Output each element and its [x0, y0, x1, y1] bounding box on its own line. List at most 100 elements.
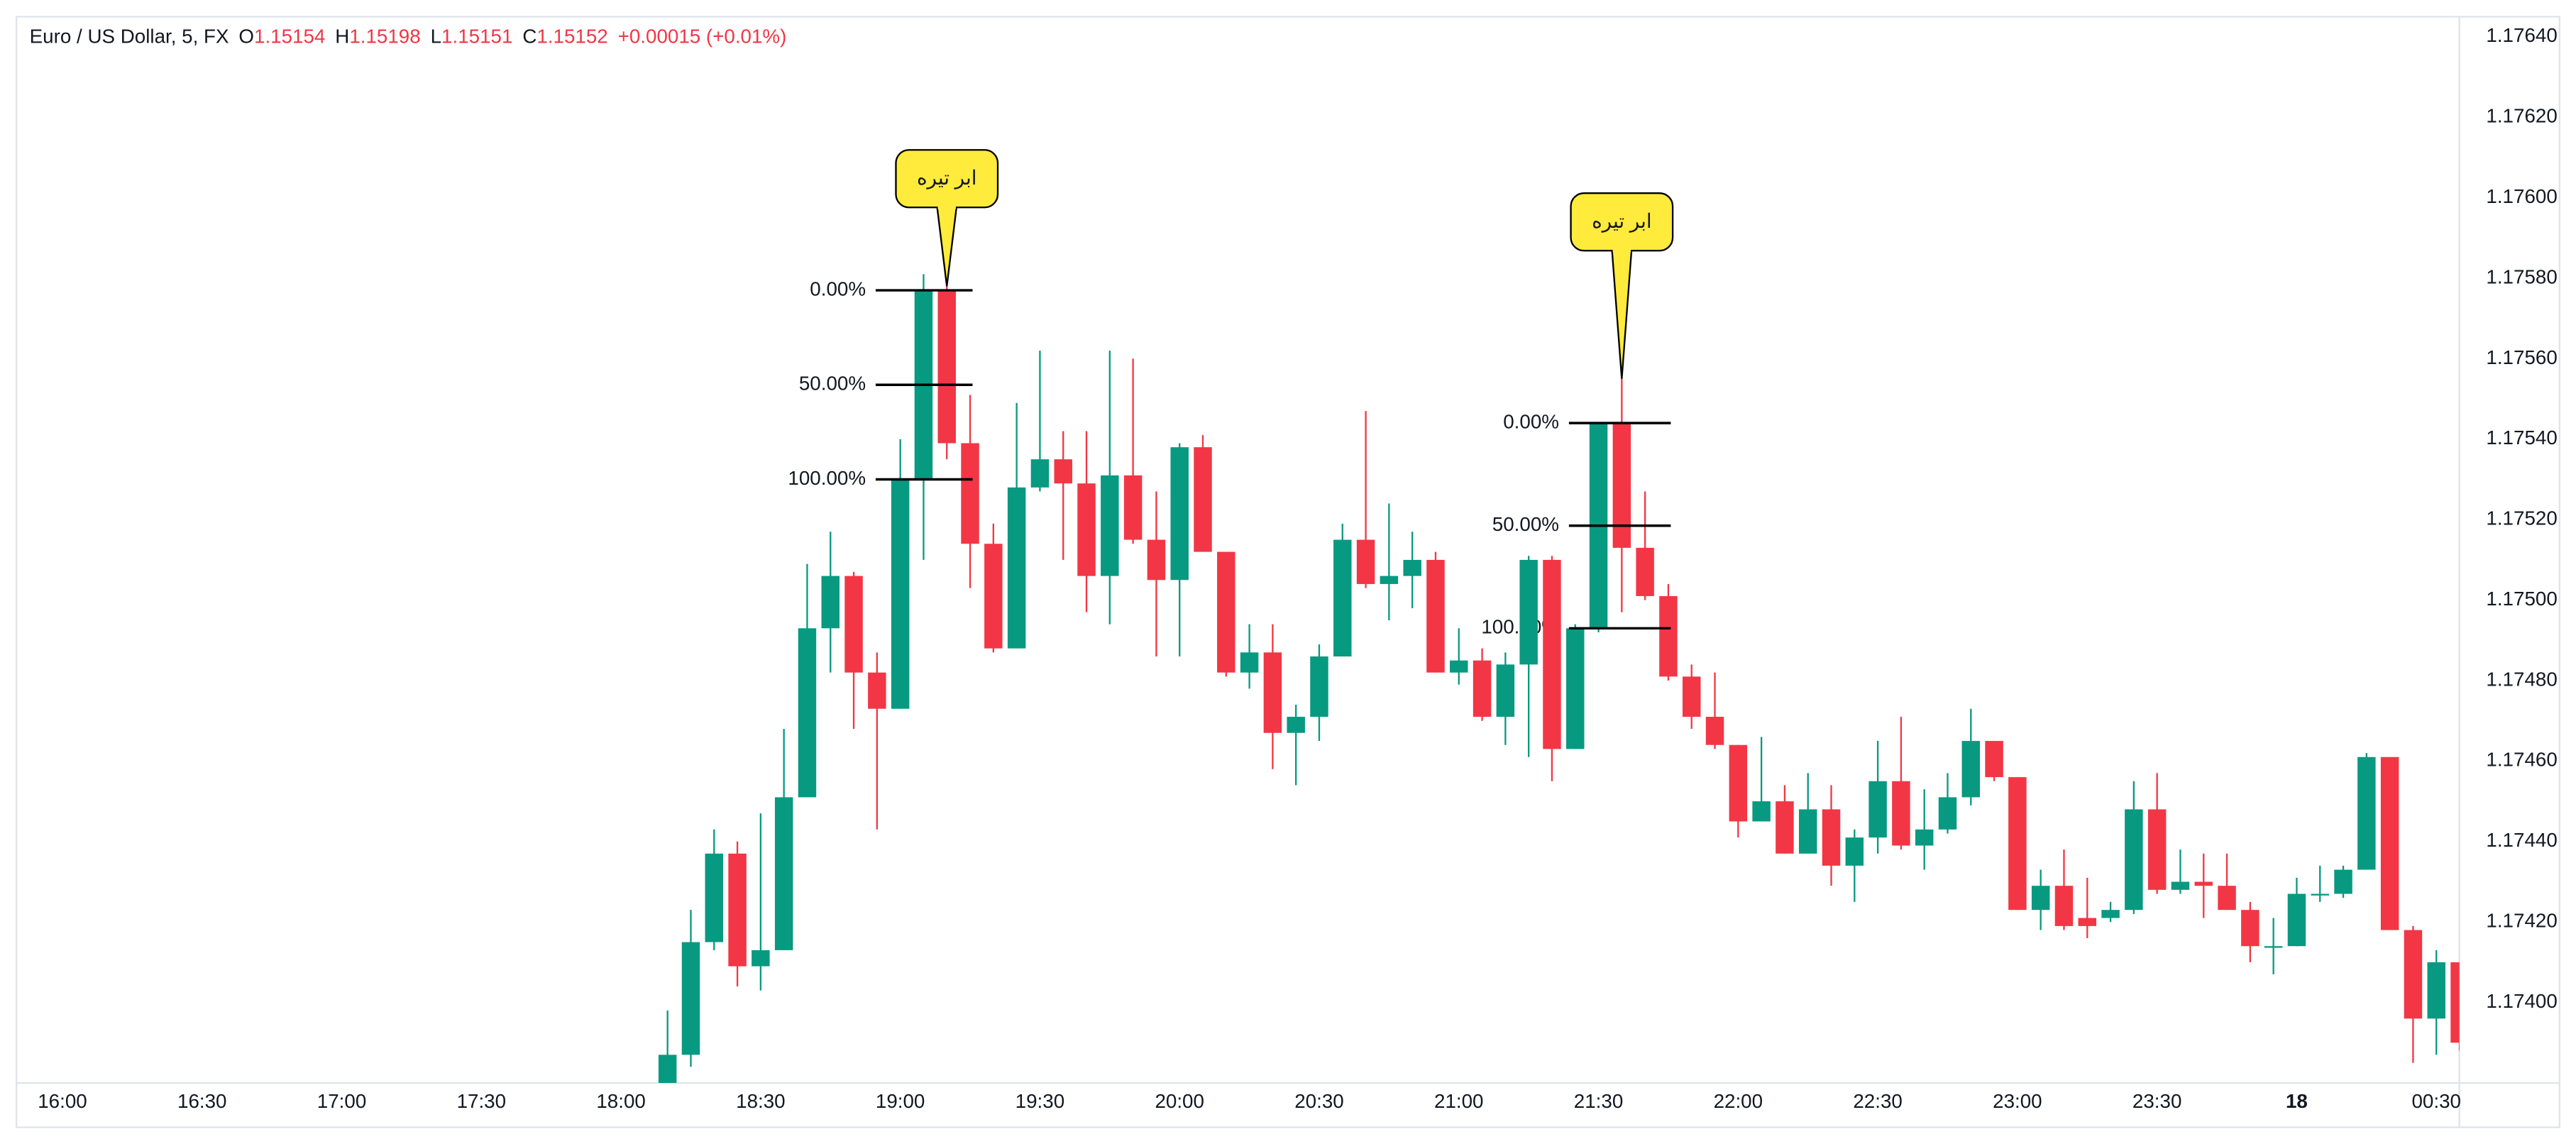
- candle-body: [1007, 487, 1026, 649]
- candle-body: [1263, 652, 1282, 733]
- y-tick-label: 1.17560: [2486, 346, 2557, 368]
- candle-body: [821, 576, 840, 629]
- fib-label: 100.00%: [788, 467, 866, 489]
- candle-body: [1915, 829, 1934, 846]
- y-tick-label: 1.17460: [2486, 749, 2557, 771]
- fib-label: 50.00%: [1492, 513, 1559, 535]
- change: +0.00015 (+0.01%): [618, 26, 787, 48]
- candle-body: [984, 544, 1003, 649]
- candle-body: [681, 942, 700, 1055]
- candle-body: [1985, 741, 2003, 778]
- candle-body: [1636, 547, 1654, 596]
- candle-body: [2125, 809, 2143, 911]
- candle-body: [2404, 930, 2423, 1019]
- candle-body: [2101, 910, 2120, 918]
- candle-body: [705, 853, 724, 942]
- candle-body: [2078, 918, 2097, 926]
- candle-body: [961, 443, 979, 544]
- candle-body: [1798, 809, 1817, 854]
- y-tick-label: 1.17600: [2486, 185, 2557, 207]
- y-tick-label: 1.17580: [2486, 265, 2557, 287]
- candle-body: [1682, 676, 1701, 717]
- candle-body: [1845, 837, 1864, 866]
- candle-body: [1752, 801, 1771, 822]
- candle-body: [1147, 539, 1166, 581]
- x-tick-label: 22:30: [1853, 1090, 1902, 1112]
- candle-body: [2008, 777, 2027, 911]
- candle-body: [1612, 423, 1631, 548]
- symbol: Euro / US Dollar, 5, FX: [30, 26, 229, 48]
- candle-body: [1729, 744, 1748, 822]
- candle-body: [1868, 781, 1887, 838]
- y-tick-label: 1.17620: [2486, 105, 2557, 127]
- candle-body: [2264, 946, 2283, 948]
- callout-joint: [937, 204, 956, 209]
- y-tick-label: 1.17400: [2486, 990, 2557, 1012]
- candle-body: [774, 797, 793, 950]
- l-value: 1.15151: [441, 26, 512, 48]
- x-tick-label: 18: [2286, 1090, 2308, 1112]
- x-tick-label: 23:30: [2132, 1090, 2181, 1112]
- candle-body: [1170, 447, 1189, 581]
- candle-body: [752, 950, 770, 967]
- candle-body: [937, 290, 956, 444]
- plot: 0.00%50.00%100.00%0.00%50.00%100.00%: [658, 274, 2460, 1083]
- y-tick-label: 1.17440: [2486, 829, 2557, 851]
- candle-body: [1101, 475, 1119, 576]
- candle-body: [658, 1055, 677, 1083]
- candle-body: [1496, 664, 1515, 717]
- x-tick-label: 17:00: [317, 1090, 366, 1112]
- o-value: 1.15154: [254, 26, 325, 48]
- candle-body: [2334, 869, 2352, 894]
- callout-pointer: [1611, 248, 1633, 379]
- candle-body: [798, 628, 817, 798]
- x-tick-label: 18:00: [596, 1090, 645, 1112]
- x-tick-label: 20:30: [1294, 1090, 1343, 1112]
- candle-body: [844, 576, 863, 673]
- candle-body: [728, 853, 747, 967]
- x-tick-label: 22:00: [1714, 1090, 1763, 1112]
- candle-body: [868, 672, 886, 709]
- candle-body: [2147, 809, 2167, 890]
- frame: [15, 16, 2561, 1128]
- candle-body: [2054, 886, 2074, 926]
- candle-body: [1333, 539, 1352, 656]
- candle-body: [2171, 881, 2190, 890]
- candle-body: [1030, 459, 1050, 488]
- y-tick-label: 1.17540: [2486, 427, 2557, 449]
- candle-body: [2311, 893, 2329, 896]
- candle-body: [1077, 483, 1096, 576]
- callout-text: ابر تیره: [1592, 210, 1651, 233]
- x-tick-label: 19:00: [876, 1090, 925, 1112]
- candle-body: [1356, 539, 1375, 584]
- x-tick-label: 21:00: [1434, 1090, 1483, 1112]
- x-tick-label: 23:00: [1993, 1090, 2042, 1112]
- o-label: O: [238, 26, 254, 48]
- h-label: H: [335, 26, 349, 48]
- y-tick-label: 1.17480: [2486, 668, 2557, 690]
- callout-text: ابر تیره: [917, 167, 976, 189]
- candle-body: [2357, 757, 2376, 870]
- candle-body: [1426, 559, 1445, 673]
- candle-body: [1194, 447, 1212, 552]
- candle-body: [2218, 886, 2236, 911]
- candle-body: [2450, 962, 2460, 1043]
- c-label: C: [522, 26, 536, 48]
- candle-body: [2031, 886, 2050, 911]
- callout-joint: [1612, 247, 1631, 253]
- candle-body: [1123, 475, 1143, 540]
- y-tick-label: 1.17520: [2486, 507, 2557, 529]
- candle-body: [2287, 893, 2306, 947]
- candle-body: [1403, 559, 1421, 576]
- fib-label: 50.00%: [799, 373, 866, 395]
- candle-body: [1519, 559, 1538, 665]
- candle-body: [2380, 757, 2399, 930]
- candle-body: [1380, 576, 1399, 584]
- candle-body: [1054, 459, 1072, 484]
- candle-body: [1822, 809, 1841, 866]
- candle-body: [2241, 910, 2259, 947]
- x-tick-label: 17:30: [457, 1090, 506, 1112]
- x-tick-label: 21:30: [1574, 1090, 1623, 1112]
